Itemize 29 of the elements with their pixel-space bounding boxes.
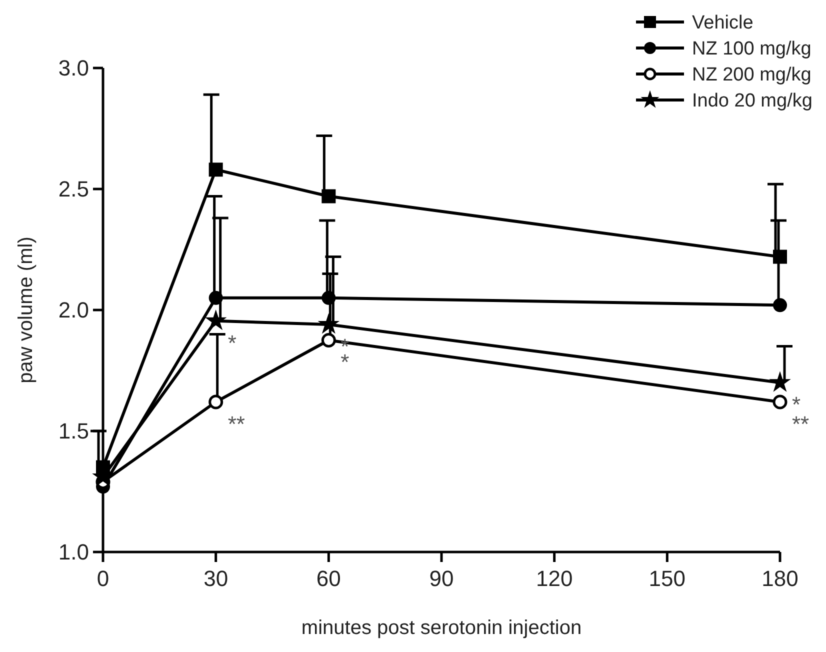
x-tick-label: 0	[96, 566, 110, 591]
legend-label: NZ 200 mg/kg	[692, 64, 812, 86]
point	[769, 371, 791, 392]
x-tick-label: 150	[648, 566, 686, 591]
point	[208, 394, 224, 410]
annotation: **	[228, 411, 246, 436]
point	[772, 394, 788, 410]
x-tick-label: 60	[316, 566, 341, 591]
point	[318, 313, 340, 334]
y-tick-label: 2.5	[58, 176, 89, 202]
legend-label: Vehicle	[692, 12, 754, 34]
x-tick-label: 30	[204, 566, 228, 591]
x-tick-label: 120	[536, 566, 573, 591]
legend-label: NZ 100 mg/kg	[692, 38, 812, 60]
x-tick-label: 180	[762, 566, 798, 591]
y-tick-label: 1.5	[58, 418, 89, 444]
x-tick-label: 90	[429, 566, 454, 591]
point	[208, 162, 223, 177]
point	[321, 333, 336, 348]
y-axis-title: paw volume (ml)	[15, 236, 37, 384]
annotation: *	[228, 330, 237, 356]
y-tick-label: 1.0	[58, 540, 89, 565]
y-tick-label: 2.0	[58, 298, 89, 323]
legend-label: Indo 20 mg/kg	[692, 90, 812, 112]
y-tick-label: 3.0	[58, 56, 89, 81]
x-axis-title: minutes post serotonin injection	[301, 617, 582, 639]
point	[773, 298, 787, 312]
point	[322, 189, 336, 204]
point	[204, 309, 227, 330]
